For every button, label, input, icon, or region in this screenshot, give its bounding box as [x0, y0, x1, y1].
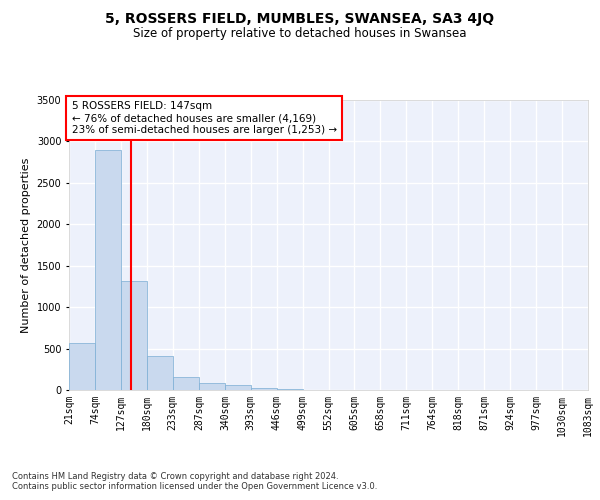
Bar [225, 386, 251, 390]
Text: Contains public sector information licensed under the Open Government Licence v3: Contains public sector information licen… [12, 482, 377, 491]
Bar [199, 382, 225, 390]
Bar [95, 150, 121, 390]
Text: Contains HM Land Registry data © Crown copyright and database right 2024.: Contains HM Land Registry data © Crown c… [12, 472, 338, 481]
Bar [69, 343, 95, 390]
Bar [147, 356, 173, 390]
Text: 5 ROSSERS FIELD: 147sqm
← 76% of detached houses are smaller (4,169)
23% of semi: 5 ROSSERS FIELD: 147sqm ← 76% of detache… [71, 102, 337, 134]
Text: 5, ROSSERS FIELD, MUMBLES, SWANSEA, SA3 4JQ: 5, ROSSERS FIELD, MUMBLES, SWANSEA, SA3 … [106, 12, 494, 26]
Bar [173, 377, 199, 390]
Bar [121, 282, 147, 390]
Bar [251, 388, 277, 390]
Text: Size of property relative to detached houses in Swansea: Size of property relative to detached ho… [133, 28, 467, 40]
Y-axis label: Number of detached properties: Number of detached properties [21, 158, 31, 332]
